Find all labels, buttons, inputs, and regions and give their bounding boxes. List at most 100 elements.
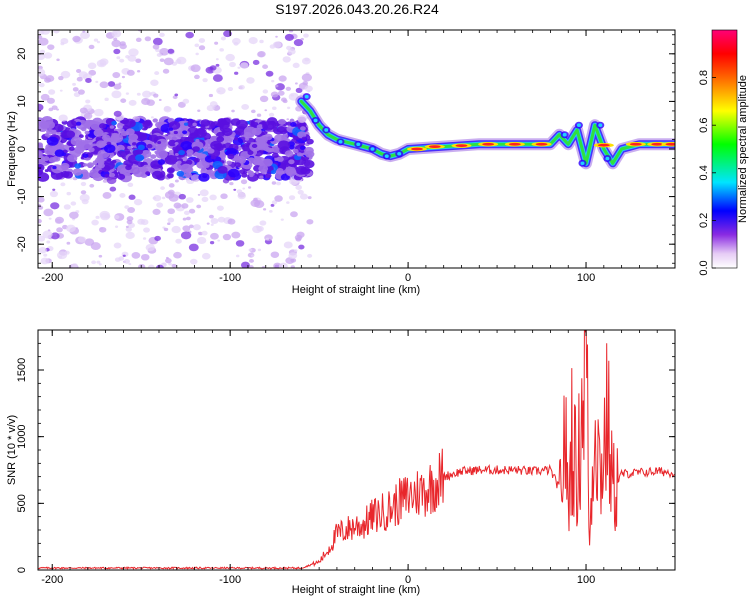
snr-ylabel: SNR (10 * v/v) — [6, 415, 18, 485]
heatmap-noise-cell — [152, 37, 163, 46]
heatmap-noise-cell — [288, 195, 296, 201]
heatmap-noise-cell — [120, 119, 125, 124]
heatmap-noise-cell — [240, 62, 249, 69]
heatmap-noise-cell — [116, 56, 121, 60]
heatmap-noise-cell — [257, 50, 266, 58]
heatmap-noise-cell — [195, 138, 200, 143]
heatmap-noise-cell — [299, 193, 308, 200]
heatmap-noise-cell — [290, 121, 297, 127]
spectrogram-xtick-label: -100 — [219, 272, 241, 284]
heatmap-noise-cell — [180, 231, 192, 240]
heatmap-noise-cell — [136, 69, 141, 73]
spectrogram-ytick-label: 10 — [16, 95, 28, 107]
heatmap-noise-cell — [153, 194, 162, 202]
heatmap-noise-cell — [132, 142, 137, 146]
heatmap-noise-cell — [114, 257, 121, 262]
heatmap-noise-cell — [297, 189, 304, 195]
heatmap-noise-cell — [285, 86, 292, 91]
heatmap-noise-cell — [194, 74, 200, 80]
heatmap-noise-cell — [119, 58, 125, 63]
heatmap-noise-cell — [233, 188, 237, 191]
heatmap-noise-cell — [58, 114, 68, 122]
heatmap-noise-cell — [61, 152, 67, 157]
heatmap-noise-cell — [198, 173, 210, 182]
colorbar-frame — [711, 29, 738, 269]
heatmap-noise-cell — [111, 90, 122, 99]
heatmap-blob-core — [324, 128, 329, 132]
heatmap-noise-cell — [125, 225, 129, 228]
spectrogram-xtick-label: -200 — [41, 272, 63, 284]
heatmap-noise-cell — [197, 109, 201, 113]
heatmap-noise-cell — [131, 252, 141, 259]
heatmap-noise-cell — [75, 68, 82, 73]
snr-frame — [37, 329, 676, 571]
heatmap-noise-cell — [164, 154, 178, 165]
snr-ytick-label: 0 — [16, 567, 28, 573]
heatmap-noise-cell — [210, 223, 214, 226]
spectrogram-ytick-label: 0 — [16, 146, 28, 152]
heatmap-noise-cell — [253, 197, 258, 202]
heatmap-noise-cell — [292, 62, 300, 69]
heatmap-noise-cell — [106, 176, 117, 185]
heatmap-noise-cell — [44, 77, 52, 83]
heatmap-noise-cell — [69, 211, 79, 219]
heatmap-noise-cell — [297, 116, 307, 124]
heatmap-blob-core — [562, 132, 567, 137]
heatmap-noise-cell — [84, 130, 90, 135]
heatmap-noise-cell — [240, 261, 250, 268]
heatmap-noise-cell — [295, 237, 302, 242]
heatmap-noise-cell — [209, 101, 218, 108]
heatmap-noise-cell — [87, 62, 97, 70]
heatmap-blob-core — [384, 154, 389, 158]
heatmap-noise-cell — [229, 61, 236, 68]
heatmap-noise-cell — [81, 140, 93, 150]
heatmap-noise-cell — [217, 239, 221, 242]
heatmap-noise-cell — [264, 109, 268, 112]
heatmap-noise-cell — [167, 208, 176, 215]
heatmap-noise-cell — [210, 140, 222, 150]
heatmap-noise-cell — [275, 35, 278, 38]
heatmap-noise-cell — [201, 230, 208, 236]
spectrogram-xtick-label: 0 — [405, 272, 411, 284]
heatmap-noise-cell — [91, 260, 97, 265]
heatmap-noise-cell — [216, 205, 224, 211]
snr-series-line — [38, 330, 675, 570]
heatmap-noise-cell — [90, 242, 101, 251]
heatmap-noise-cell — [56, 108, 59, 111]
heatmap-blob-core — [338, 140, 343, 144]
heatmap-noise-cell — [231, 231, 241, 239]
heatmap-noise-cell — [295, 165, 308, 175]
heatmap-noise-cell — [177, 101, 186, 108]
heatmap-hot-core-peak — [410, 147, 423, 151]
heatmap-noise-cell — [116, 150, 127, 158]
heatmap-noise-cell — [271, 200, 278, 205]
heatmap-noise-cell — [125, 226, 132, 232]
heatmap-noise-cell — [52, 155, 61, 162]
heatmap-noise-cell — [112, 72, 121, 79]
heatmap-noise-cell — [124, 205, 130, 209]
heatmap-noise-cell — [290, 211, 298, 218]
heatmap-noise-cell — [286, 118, 290, 121]
heatmap-noise-cell — [50, 232, 60, 240]
heatmap-noise-cell — [38, 103, 44, 111]
heatmap-noise-cell — [126, 69, 135, 76]
heatmap-noise-cell — [48, 89, 56, 95]
heatmap-noise-cell — [203, 163, 210, 169]
heatmap-noise-cell — [182, 130, 188, 135]
colorbar-gradient — [712, 30, 737, 268]
heatmap-noise-cell — [150, 79, 159, 87]
heatmap-noise-cell — [166, 173, 174, 179]
heatmap-noise-cell — [198, 38, 206, 43]
heatmap-noise-cell — [171, 263, 177, 268]
heatmap-noise-cell — [118, 82, 122, 85]
heatmap-noise-cell — [65, 224, 76, 233]
heatmap-noise-cell — [157, 159, 166, 165]
heatmap-noise-cell — [46, 136, 59, 146]
heatmap-noise-cell — [237, 192, 247, 200]
heatmap-hot-core-peak — [629, 142, 642, 146]
heatmap-noise-cell — [137, 144, 145, 151]
heatmap-noise-cell — [232, 37, 241, 45]
heatmap-noise-cell — [60, 70, 71, 79]
